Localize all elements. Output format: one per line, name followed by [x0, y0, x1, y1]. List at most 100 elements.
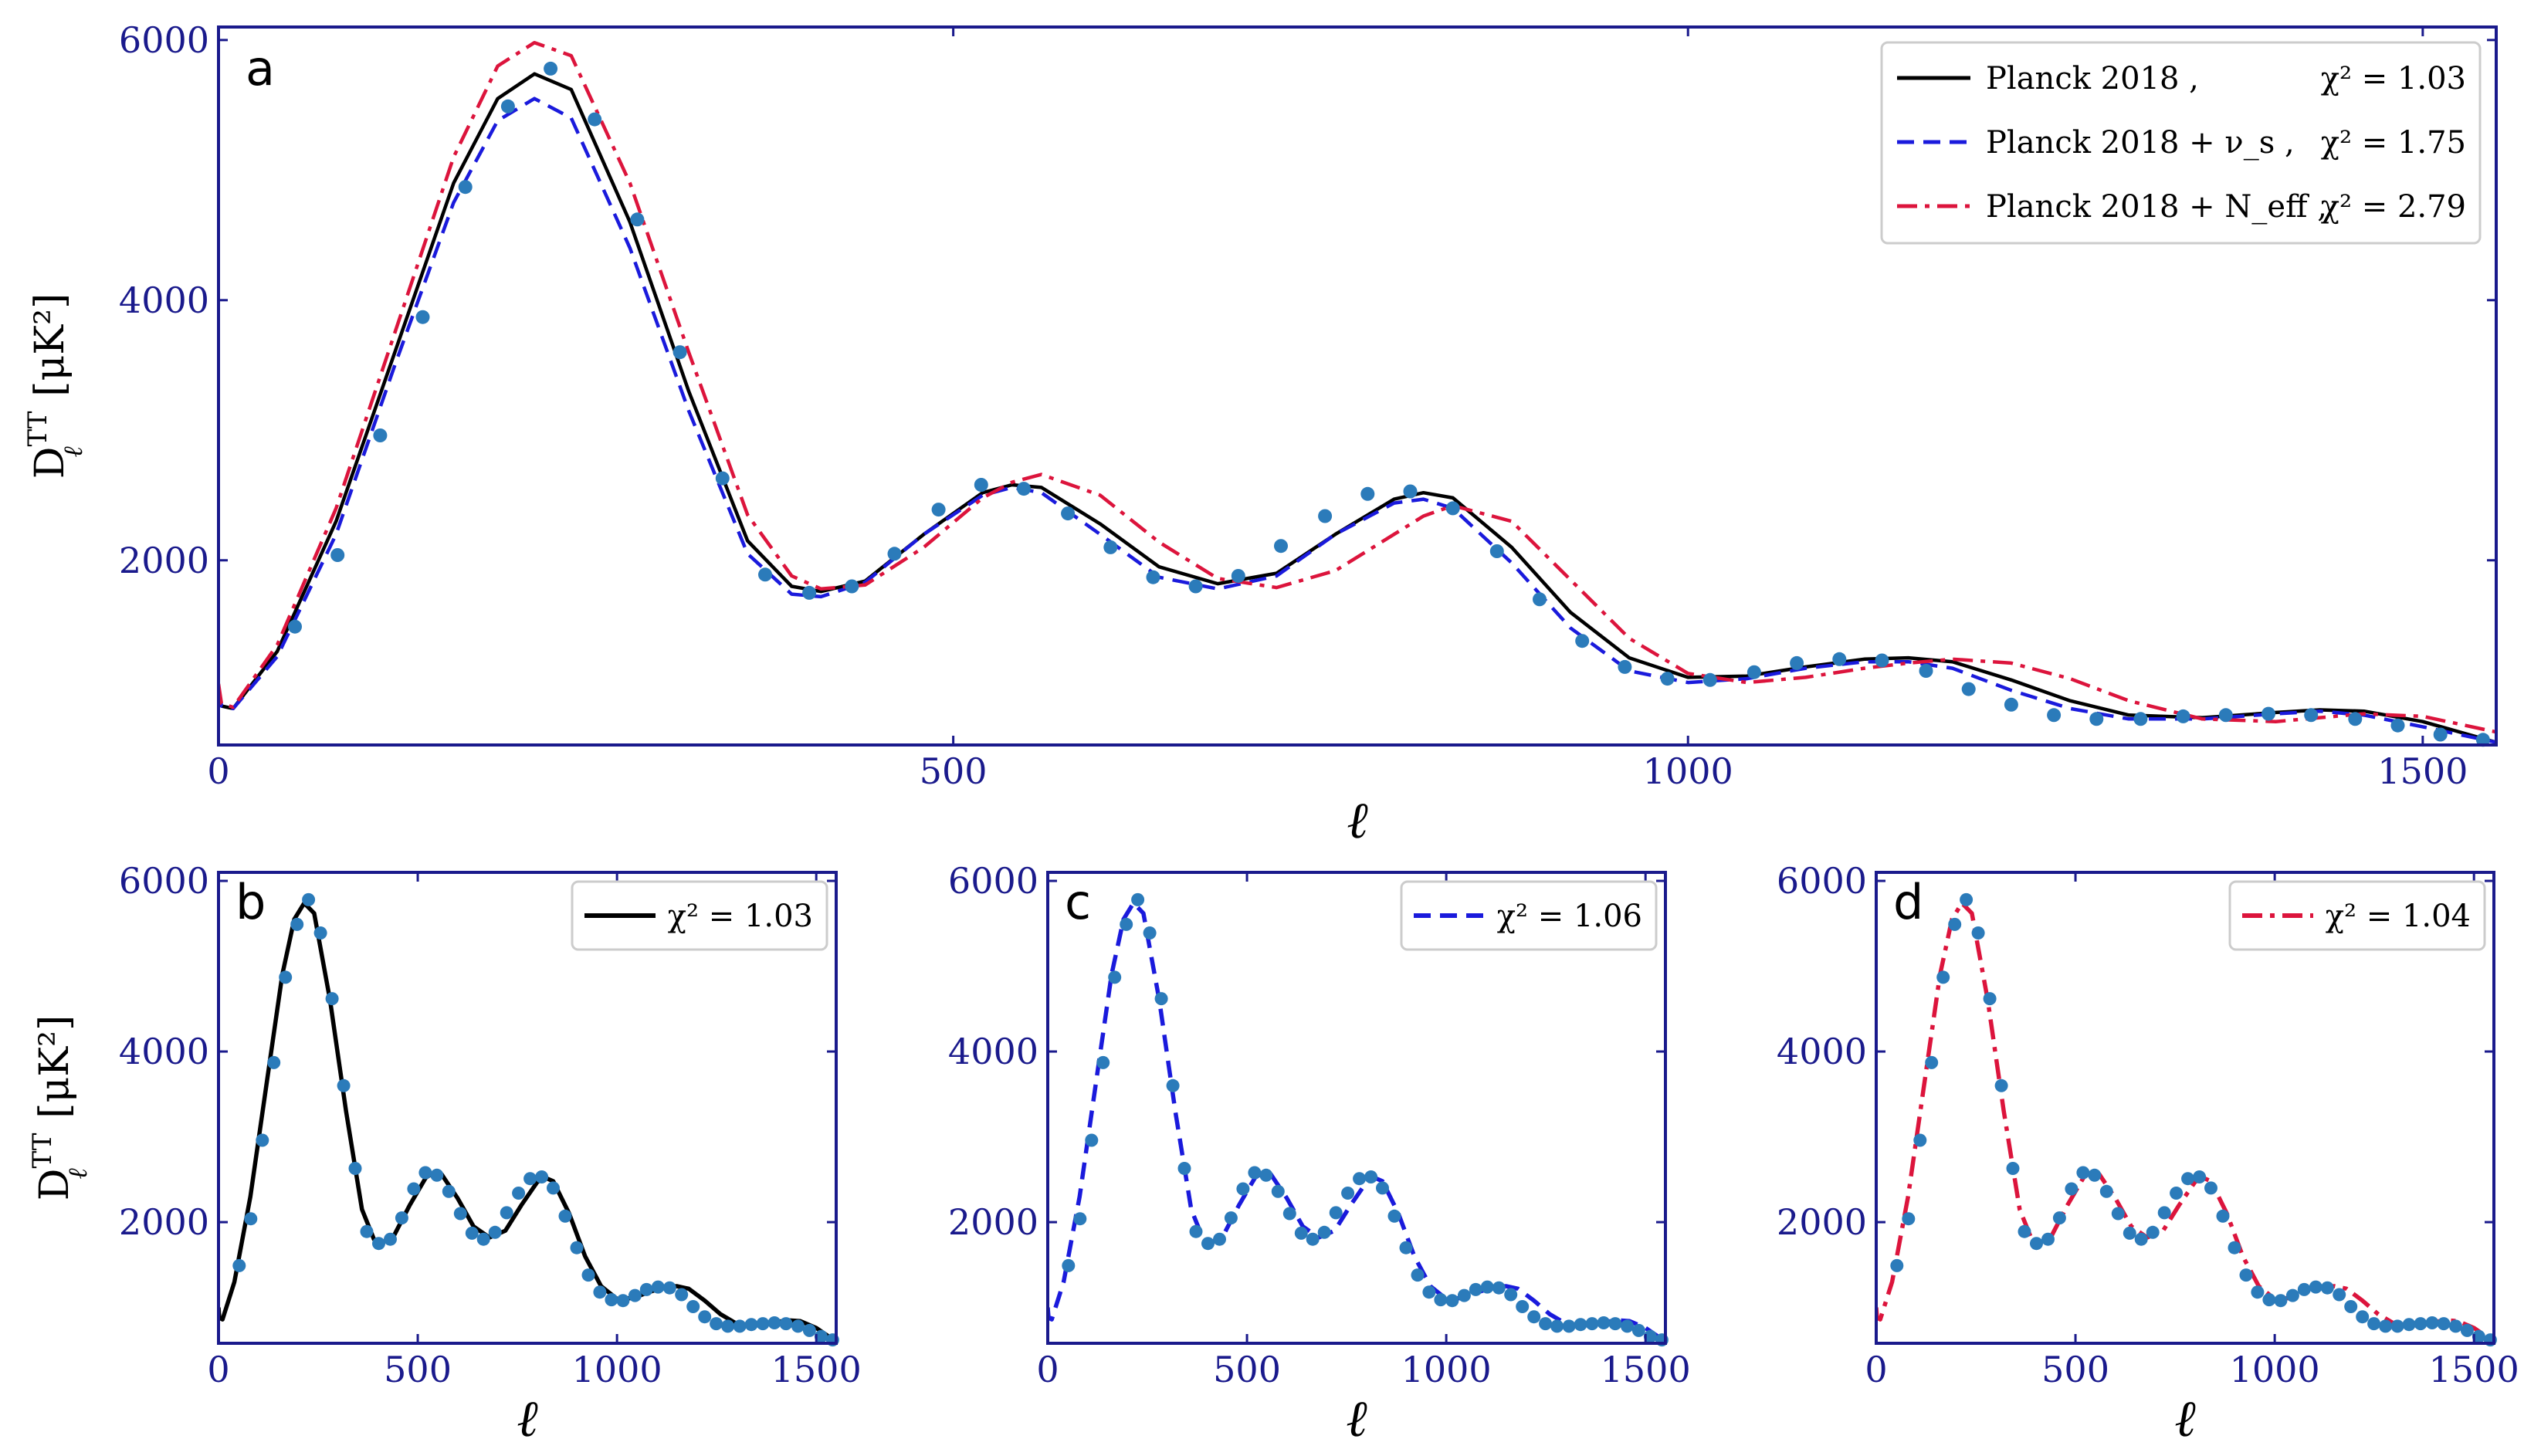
y-tick-label: 4000: [1777, 1031, 1867, 1072]
data-point: [1890, 1258, 1904, 1272]
data-point: [1061, 506, 1076, 521]
data-point: [558, 1209, 572, 1223]
series-line-planck: [219, 901, 836, 1343]
data-point: [1832, 652, 1847, 666]
data-point: [2099, 1184, 2113, 1198]
data-point: [1318, 509, 1333, 523]
data-point: [1902, 1212, 1916, 1226]
data-point: [2348, 712, 2363, 726]
data-point: [1747, 665, 1761, 679]
data-point: [758, 567, 772, 582]
data-point: [1913, 1133, 1927, 1147]
data-point: [2170, 1187, 2184, 1200]
data-point: [1469, 1282, 1482, 1296]
data-point: [662, 1281, 676, 1295]
data-point: [1492, 1281, 1506, 1295]
data-point: [442, 1184, 456, 1198]
x-tick-label: 500: [384, 1349, 452, 1390]
data-point: [2262, 1293, 2276, 1307]
data-point: [570, 1241, 584, 1255]
data-point: [1562, 1319, 1576, 1333]
panel-letter: a: [246, 40, 275, 97]
data-point: [1631, 1323, 1645, 1337]
data-point: [588, 112, 602, 127]
data-point: [2146, 1225, 2160, 1239]
data-point: [1445, 1294, 1459, 1308]
data-point: [384, 1232, 397, 1246]
data-point: [1434, 1293, 1448, 1307]
data-point: [256, 1133, 269, 1147]
x-tick-label: 1000: [1643, 750, 1733, 792]
data-point: [1527, 1310, 1541, 1324]
data-point: [458, 180, 473, 195]
data-point: [2320, 1281, 2334, 1295]
data-point: [1516, 1300, 1530, 1313]
data-point: [2006, 1162, 2020, 1175]
y-axis-label: DTTℓ [μK²]: [22, 293, 89, 479]
data-point: [1422, 1285, 1436, 1299]
data-point: [1146, 570, 1160, 584]
data-point: [675, 1288, 689, 1302]
data-point: [279, 970, 293, 984]
data-point: [418, 1166, 432, 1180]
data-point: [500, 99, 515, 113]
series-line-nus: [219, 97, 2496, 744]
data-point: [2076, 1166, 2090, 1180]
data-point: [1213, 1232, 1226, 1246]
legend-entry-name: Planck 2018 ,: [1986, 61, 2199, 97]
panel-b: 0 500 1000 1500 2000 4000 6000 ℓ DTTℓ [μK²] b χ² =…: [27, 860, 862, 1448]
data-point: [453, 1207, 467, 1221]
data-point: [1259, 1168, 1273, 1182]
data-point: [1231, 569, 1245, 583]
data-point: [1131, 892, 1145, 906]
data-point: [744, 1318, 758, 1332]
data-point: [330, 548, 345, 562]
data-point: [2333, 1288, 2346, 1302]
legend-entry-chi2: χ² = 1.06: [1497, 899, 1642, 934]
data-point: [2228, 1241, 2241, 1255]
data-point: [1457, 1288, 1471, 1302]
y-tick-label: 4000: [119, 1031, 209, 1072]
data-point: [1282, 1207, 1296, 1221]
legend-entry-name: Planck 2018 + N_eff ,: [1986, 189, 2327, 225]
series-line-nus: [1048, 901, 1665, 1343]
x-tick-label: 1500: [2377, 750, 2468, 792]
data-point: [616, 1294, 630, 1308]
data-point: [302, 892, 316, 906]
data-point: [715, 471, 730, 486]
data-point: [974, 478, 988, 492]
data-point: [2304, 708, 2319, 723]
data-point: [1017, 482, 1031, 496]
data-point: [1329, 1206, 1343, 1220]
x-axis-label: ℓ: [2174, 1389, 2196, 1448]
data-point: [360, 1224, 374, 1238]
data-point: [2089, 712, 2104, 726]
data-point: [2402, 1318, 2416, 1332]
data-point: [1961, 682, 1976, 696]
data-point: [814, 1329, 828, 1343]
data-point: [698, 1310, 712, 1324]
data-point: [1948, 917, 1962, 931]
y-tick-label: 2000: [1777, 1201, 1867, 1243]
legend-entry-chi2: χ² = 1.04: [2326, 899, 2471, 934]
data-point: [1608, 1317, 1622, 1331]
data-point: [2261, 706, 2275, 721]
data-point: [1480, 1280, 1494, 1294]
data-point: [639, 1282, 653, 1296]
data-point: [2216, 1209, 2230, 1223]
data-point: [1108, 970, 1122, 984]
data-point: [686, 1300, 700, 1313]
legend-entry-chi2: χ² = 1.03: [2321, 61, 2466, 97]
data-point: [2111, 1207, 2125, 1221]
data-point: [1387, 1209, 1401, 1223]
data-point: [1294, 1226, 1308, 1240]
legend-entry-chi2: χ² = 1.75: [2321, 125, 2466, 161]
legend-entry-chi2: χ² = 2.79: [2321, 189, 2466, 225]
x-tick-label: 0: [207, 1349, 229, 1390]
data-point: [1597, 1316, 1611, 1329]
data-point: [1994, 1078, 2008, 1092]
data-point: [348, 1162, 362, 1175]
x-tick-label: 1000: [2230, 1349, 2320, 1390]
data-point: [2204, 1181, 2217, 1195]
